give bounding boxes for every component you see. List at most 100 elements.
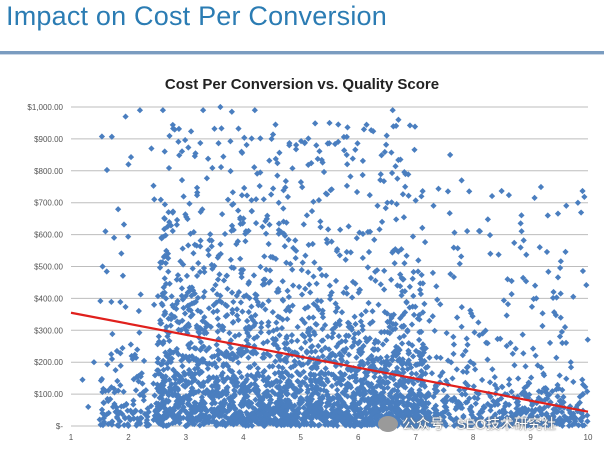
- data-point: [252, 291, 259, 298]
- data-point: [256, 372, 263, 379]
- data-point: [400, 332, 408, 340]
- data-point: [220, 153, 227, 160]
- data-point: [366, 192, 373, 199]
- data-point: [186, 302, 193, 309]
- data-point: [579, 187, 586, 195]
- data-point: [301, 333, 308, 340]
- data-point: [583, 281, 590, 289]
- data-point: [338, 338, 345, 345]
- data-point: [537, 183, 545, 191]
- data-point: [328, 382, 336, 390]
- data-point: [351, 313, 358, 320]
- data-point: [567, 364, 575, 371]
- data-point: [335, 121, 342, 128]
- data-point: [289, 302, 296, 309]
- y-tick-label: $700.00: [34, 199, 63, 208]
- data-point: [358, 422, 365, 430]
- data-point: [344, 404, 352, 412]
- x-tick-label: 3: [184, 433, 189, 442]
- data-point: [357, 377, 364, 384]
- data-point: [403, 360, 410, 367]
- data-point: [507, 339, 514, 347]
- data-point: [310, 314, 317, 321]
- data-point: [444, 188, 452, 195]
- data-point: [414, 315, 422, 322]
- data-point: [169, 208, 177, 215]
- data-point: [293, 141, 300, 149]
- data-point: [417, 350, 424, 357]
- data-point: [275, 199, 282, 206]
- data-point: [399, 276, 407, 283]
- data-point: [453, 314, 461, 321]
- data-point: [450, 350, 457, 357]
- data-point: [150, 301, 158, 308]
- data-point: [192, 298, 199, 306]
- data-point: [559, 386, 566, 394]
- data-point: [278, 324, 286, 332]
- data-point: [404, 328, 411, 335]
- data-point: [397, 391, 404, 398]
- data-point: [284, 383, 291, 390]
- data-point: [505, 192, 513, 199]
- data-point: [563, 375, 570, 382]
- data-point: [271, 390, 279, 397]
- data-point: [383, 337, 390, 344]
- data-point: [395, 406, 402, 414]
- data-point: [219, 323, 226, 330]
- data-point: [315, 342, 322, 350]
- data-point: [315, 306, 322, 313]
- data-point: [135, 307, 142, 315]
- data-point: [344, 161, 351, 168]
- data-point: [557, 258, 564, 265]
- data-point: [327, 295, 334, 303]
- data-point: [421, 383, 428, 390]
- data-point: [394, 387, 401, 395]
- data-point: [118, 250, 125, 257]
- data-point: [267, 278, 274, 285]
- data-point: [498, 395, 505, 402]
- data-point: [241, 134, 248, 141]
- data-point: [140, 357, 148, 365]
- data-point: [400, 214, 408, 221]
- data-point: [298, 266, 305, 274]
- data-point: [157, 196, 164, 203]
- data-point: [450, 333, 457, 340]
- data-point: [390, 349, 397, 356]
- data-point: [349, 294, 356, 301]
- data-point: [334, 304, 341, 311]
- data-point: [359, 254, 366, 262]
- data-point: [369, 308, 376, 315]
- data-point: [120, 221, 128, 228]
- data-point: [330, 395, 338, 402]
- data-point: [140, 388, 147, 396]
- data-point: [175, 125, 183, 132]
- data-point: [117, 298, 124, 306]
- data-point: [409, 303, 416, 310]
- data-point: [413, 370, 420, 378]
- data-point: [259, 281, 266, 288]
- y-tick-label: $400.00: [34, 294, 63, 303]
- data-point: [327, 292, 334, 299]
- data-point: [411, 123, 419, 130]
- data-point: [419, 188, 426, 195]
- data-point: [171, 126, 178, 133]
- data-point: [167, 322, 174, 329]
- data-point: [342, 256, 349, 263]
- data-point: [500, 297, 508, 304]
- data-point: [327, 351, 335, 358]
- data-point: [432, 389, 439, 396]
- data-point: [487, 393, 494, 400]
- data-point: [407, 401, 415, 409]
- data-point: [376, 393, 383, 400]
- data-point: [384, 199, 391, 206]
- data-point: [386, 323, 393, 330]
- data-point: [292, 362, 299, 369]
- data-point: [214, 254, 221, 261]
- data-point: [394, 357, 402, 364]
- data-point: [279, 316, 286, 323]
- data-point: [493, 419, 500, 426]
- data-point: [282, 177, 289, 185]
- data-point: [247, 325, 254, 332]
- data-point: [437, 301, 444, 308]
- data-point: [269, 363, 276, 370]
